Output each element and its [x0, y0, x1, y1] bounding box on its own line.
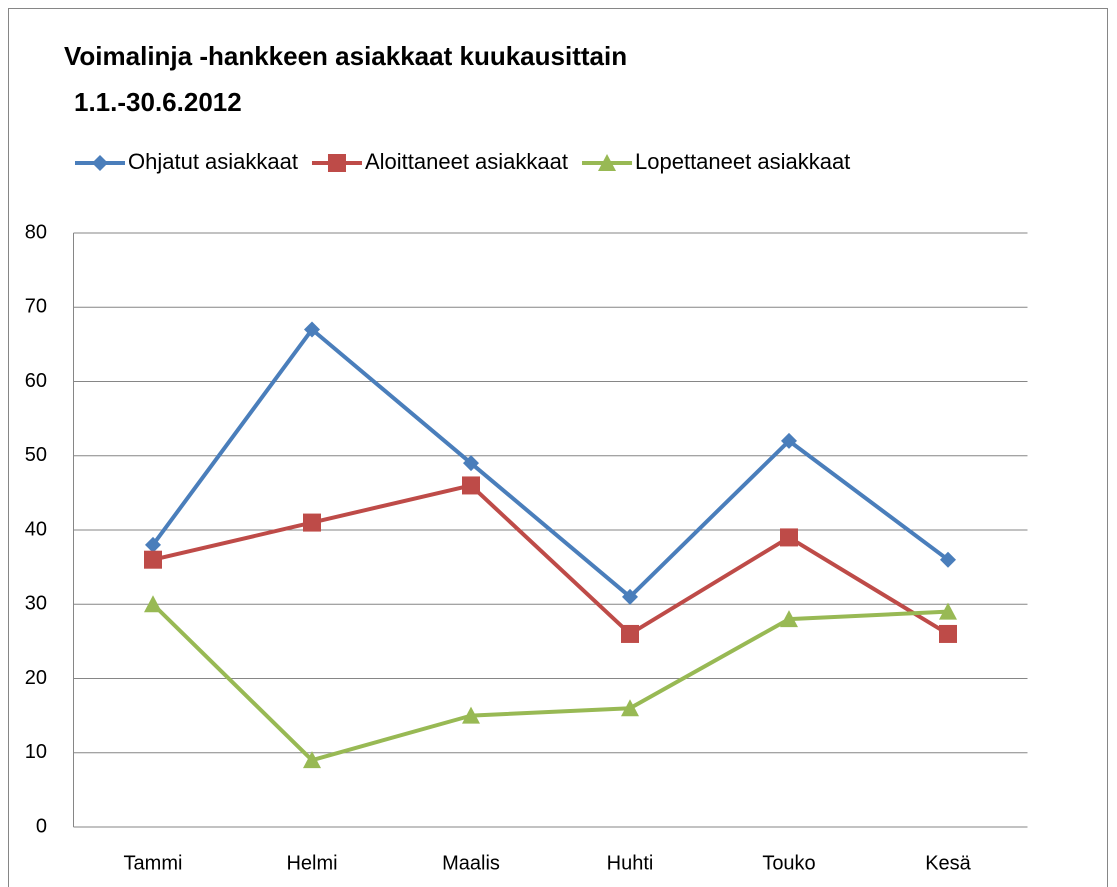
- legend-marker: [92, 155, 108, 171]
- y-tick-label: 0: [36, 815, 47, 837]
- point-marker: [144, 550, 162, 569]
- point-marker: [144, 595, 162, 613]
- legend-label: Aloittaneet asiakkaat: [365, 149, 568, 174]
- legend-label: Ohjatut asiakkaat: [128, 149, 298, 174]
- point-marker: [462, 706, 480, 724]
- point-marker: [303, 513, 321, 532]
- chart-title: Voimalinja -hankkeen asiakkaat kuukausit…: [64, 41, 627, 71]
- x-tick-label: Huhti: [607, 852, 654, 874]
- chart-subtitle: 1.1.-30.6.2012: [74, 87, 242, 117]
- x-tick-label: Tammi: [124, 852, 183, 874]
- series-line: [151, 327, 950, 599]
- series-line: [152, 483, 950, 636]
- point-marker: [939, 624, 957, 643]
- legend-marker: [327, 154, 346, 172]
- y-tick-label: 20: [25, 667, 47, 689]
- point-marker: [145, 536, 161, 553]
- point-marker: [940, 551, 956, 568]
- legend-label: Lopettaneet asiakkaat: [635, 149, 850, 174]
- y-tick-label: 10: [25, 741, 47, 763]
- x-tick-label: Maalis: [442, 852, 500, 874]
- point-marker: [939, 602, 957, 620]
- chart-frame: [8, 8, 1108, 887]
- y-tick-label: 70: [25, 296, 47, 318]
- x-tick-label: Helmi: [286, 852, 337, 874]
- point-marker: [303, 751, 321, 769]
- y-tick-label: 40: [25, 518, 47, 540]
- point-marker: [462, 476, 480, 495]
- point-marker: [781, 432, 797, 449]
- point-marker: [463, 455, 479, 472]
- x-tick-label: Kesä: [925, 852, 971, 874]
- legend-marker: [598, 154, 617, 171]
- y-tick-label: 80: [25, 221, 47, 243]
- point-marker: [621, 624, 639, 643]
- point-marker: [621, 699, 639, 717]
- point-marker: [622, 588, 638, 605]
- point-marker: [780, 610, 798, 628]
- y-tick-label: 30: [25, 593, 47, 615]
- x-tick-label: Touko: [762, 852, 815, 874]
- point-marker: [304, 321, 320, 338]
- y-tick-label: 50: [25, 444, 47, 466]
- y-tick-label: 60: [25, 370, 47, 392]
- point-marker: [780, 528, 798, 547]
- series-line: [151, 602, 949, 763]
